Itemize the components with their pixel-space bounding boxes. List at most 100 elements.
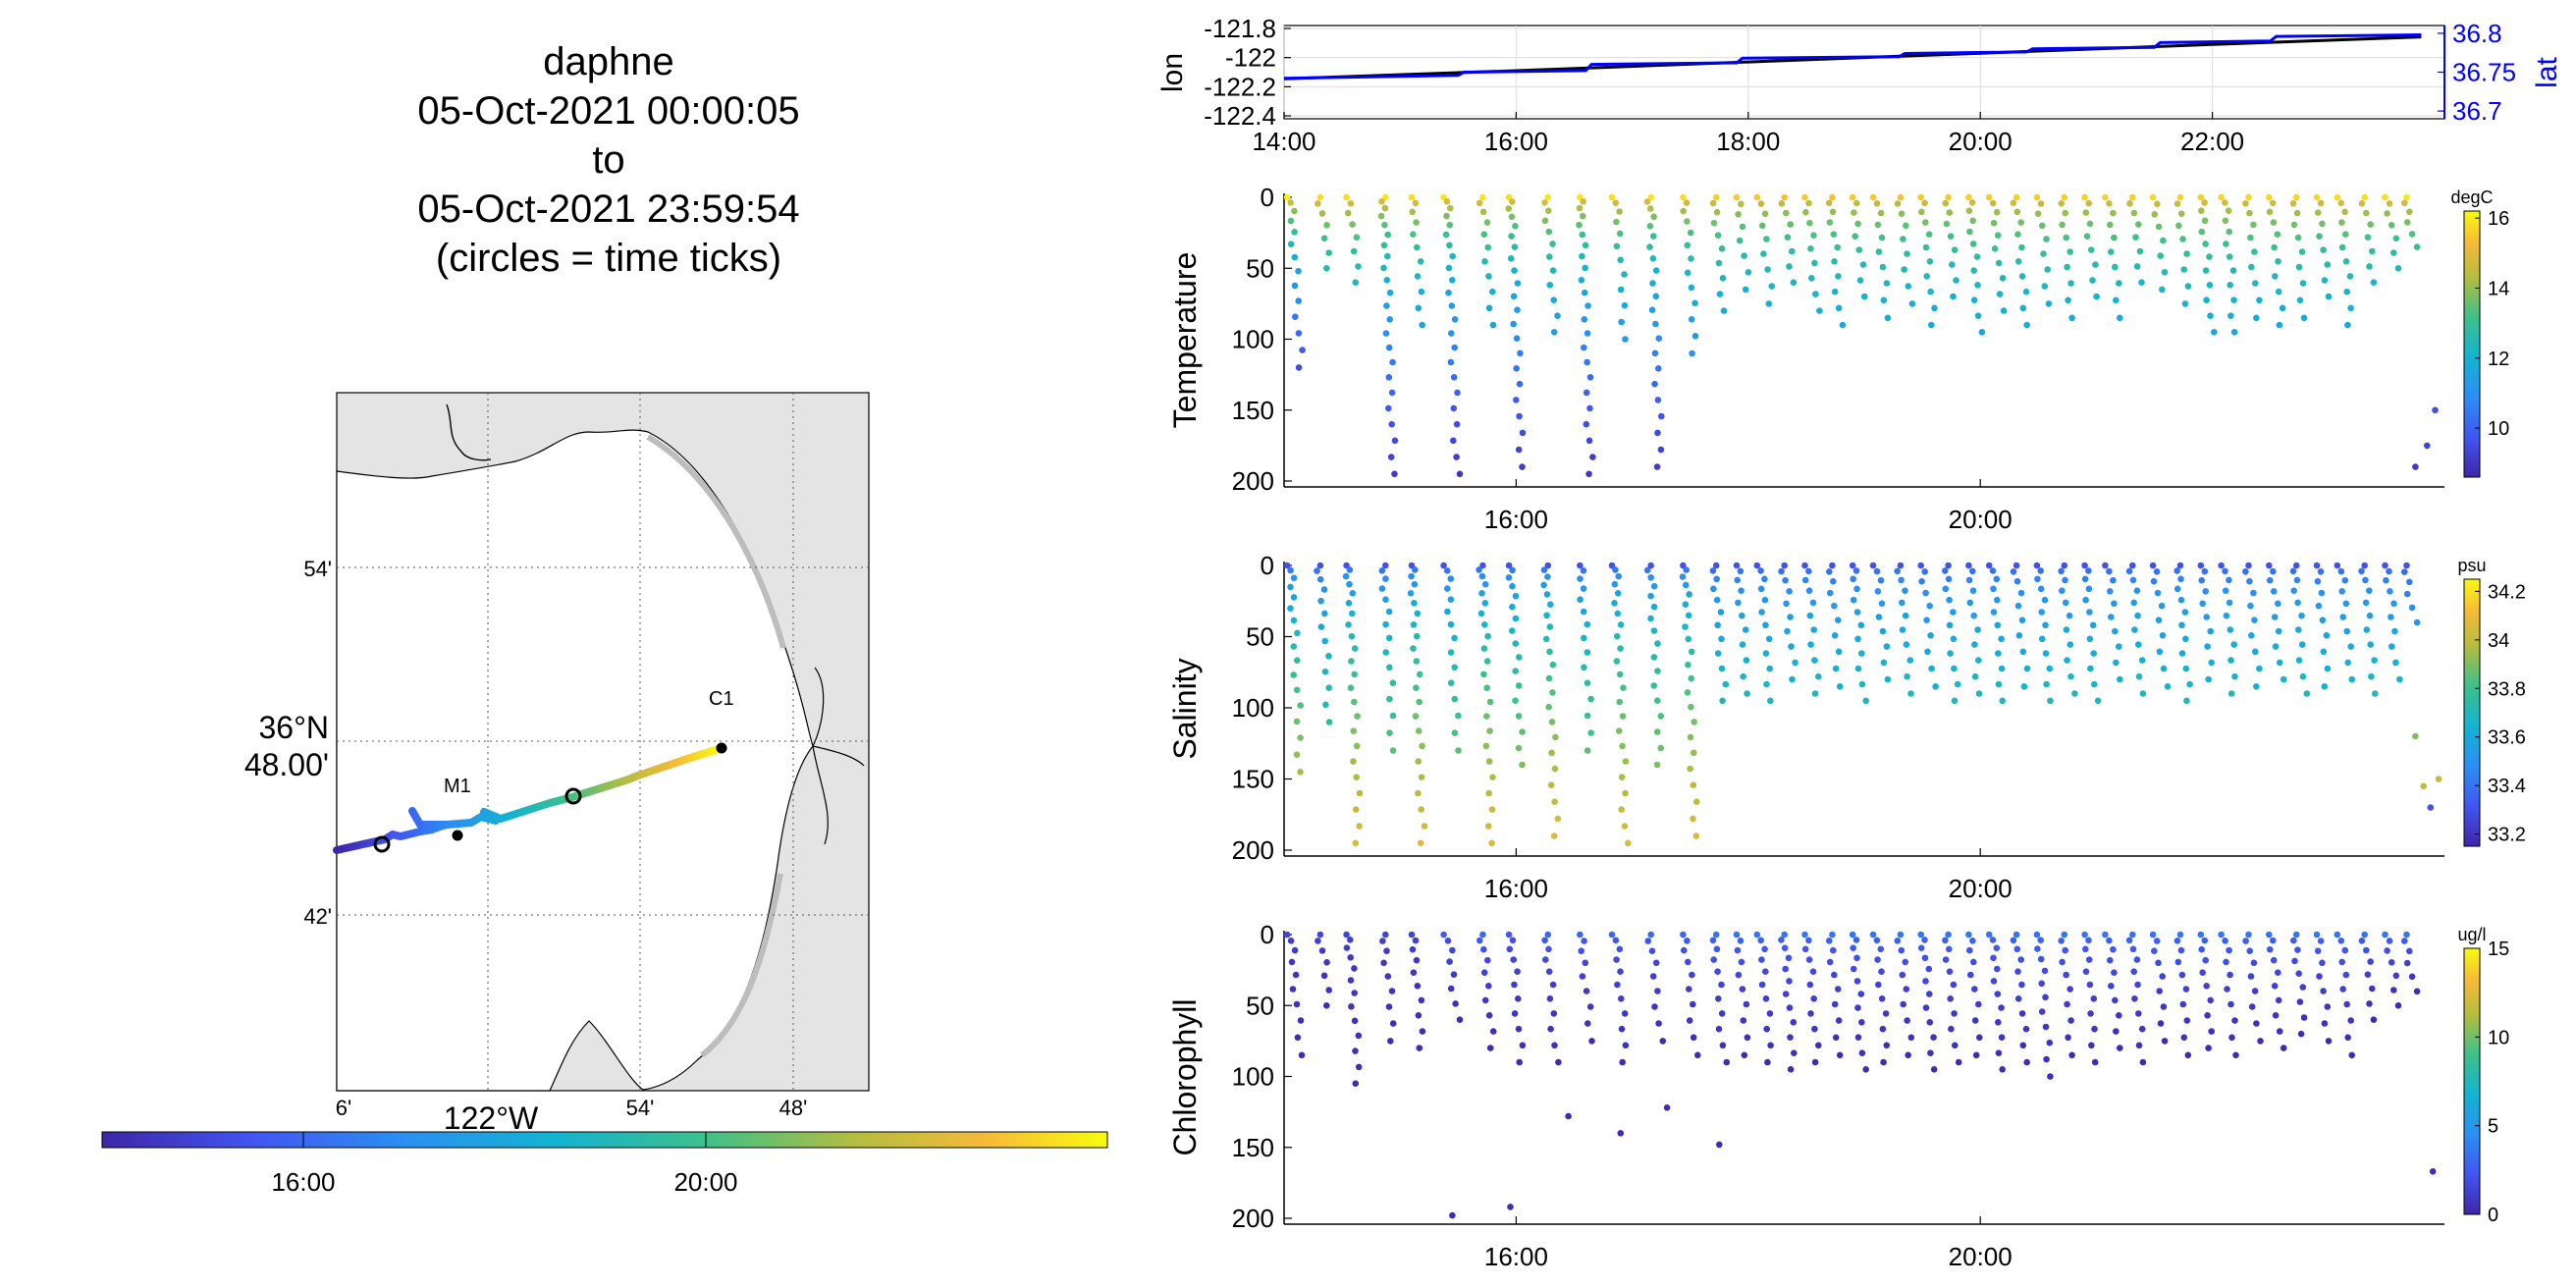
data-point: [2227, 657, 2234, 664]
data-point: [1999, 1066, 2006, 1073]
data-point: [1618, 995, 1625, 1002]
temperature-units-label: degC: [2450, 188, 2493, 207]
data-point: [2034, 945, 2041, 952]
data-point: [1350, 247, 1358, 255]
data-point: [2252, 648, 2259, 656]
data-point: [2271, 243, 2278, 251]
data-point: [1839, 321, 1847, 329]
y-tick-label: 200: [1232, 466, 1274, 496]
data-point: [1323, 1002, 1330, 1009]
data-point: [1790, 1019, 1798, 1026]
data-point: [1515, 713, 1523, 720]
data-point: [1713, 575, 1720, 583]
data-point: [1782, 576, 1789, 584]
data-point: [1446, 958, 1453, 965]
data-point: [1680, 207, 1687, 215]
data-point: [1812, 291, 1819, 297]
data-point: [1975, 657, 1982, 664]
data-point: [2014, 231, 2021, 238]
data-point: [1622, 789, 1629, 797]
data-point: [1875, 248, 1883, 255]
data-point: [2039, 222, 2046, 230]
data-point: [2184, 1051, 2192, 1059]
x-tick-label: 14:00: [1252, 127, 1315, 156]
data-point: [2130, 968, 2137, 975]
data-point: [1878, 968, 1885, 975]
data-point: [1900, 236, 1906, 242]
colorbar-tick-label: 34.2: [2488, 581, 2526, 603]
data-point: [1478, 590, 1485, 597]
data-point: [2266, 208, 2274, 216]
data-point: [2149, 562, 2157, 569]
data-point: [1685, 661, 1691, 669]
data-point: [2156, 648, 2164, 656]
data-point: [1830, 946, 1837, 954]
data-point: [1386, 289, 1394, 296]
data-point: [1416, 698, 1422, 706]
data-point: [1649, 280, 1656, 287]
data-point: [2186, 680, 2193, 688]
data-point: [1854, 1034, 1862, 1041]
data-point: [2058, 200, 2065, 207]
data-point: [2388, 959, 2395, 966]
data-point: [1509, 198, 1516, 205]
data-point: [2138, 657, 2146, 664]
data-point: [1859, 261, 1867, 268]
data-point: [1480, 671, 1487, 678]
data-point: [1382, 649, 1389, 656]
data-point: [1826, 958, 1834, 966]
data-point: [1738, 587, 1744, 594]
data-point: [1577, 596, 1583, 603]
data-point: [1316, 575, 1324, 583]
data-point: [2245, 562, 2252, 569]
data-point: [2161, 269, 2169, 276]
data-point: [1807, 245, 1814, 252]
data-point: [1295, 364, 1303, 371]
data-point: [1714, 650, 1722, 657]
data-point: [1416, 1045, 1423, 1051]
data-point: [1857, 991, 1865, 997]
data-point: [1321, 668, 1329, 675]
data-point: [1718, 245, 1726, 252]
data-point: [2198, 576, 2205, 584]
data-point: [1903, 641, 1910, 648]
data-point: [1741, 252, 1747, 259]
data-point: [1476, 937, 1483, 944]
data-point: [1511, 243, 1519, 250]
data-point: [1652, 293, 1660, 300]
data-point: [1942, 567, 1949, 574]
data-point: [1415, 1012, 1422, 1019]
data-point: [2062, 599, 2069, 607]
data-point: [2043, 236, 2050, 242]
data-point: [1849, 562, 1856, 569]
data-point: [1576, 204, 1583, 212]
data-point: [1618, 318, 1625, 326]
data-point: [1687, 765, 1693, 773]
colorbar-tick-label: 33.6: [2488, 727, 2526, 749]
data-point: [2013, 945, 2021, 953]
data-point: [2038, 609, 2045, 616]
data-point: [1382, 562, 1389, 569]
data-point: [2113, 296, 2120, 304]
data-point: [1663, 1104, 1671, 1111]
data-point: [2384, 210, 2390, 217]
data-point: [2136, 247, 2144, 255]
data-point: [2023, 321, 2030, 329]
data-point: [2279, 304, 2286, 312]
data-point: [1878, 600, 1886, 608]
data-point: [1444, 938, 1452, 944]
data-point: [1650, 627, 1658, 634]
data-point: [1965, 207, 1973, 214]
data-point: [1611, 580, 1619, 588]
data-point: [1508, 233, 1515, 240]
data-point: [2082, 945, 2089, 953]
data-point: [2108, 248, 2115, 255]
data-point: [2018, 1010, 2026, 1017]
data-point: [1918, 208, 1925, 216]
data-point: [1947, 650, 1954, 657]
data-point: [1657, 744, 1664, 752]
data-point: [2218, 562, 2225, 569]
data-point: [1411, 580, 1419, 588]
data-point: [1290, 671, 1297, 678]
data-point: [2346, 273, 2354, 280]
